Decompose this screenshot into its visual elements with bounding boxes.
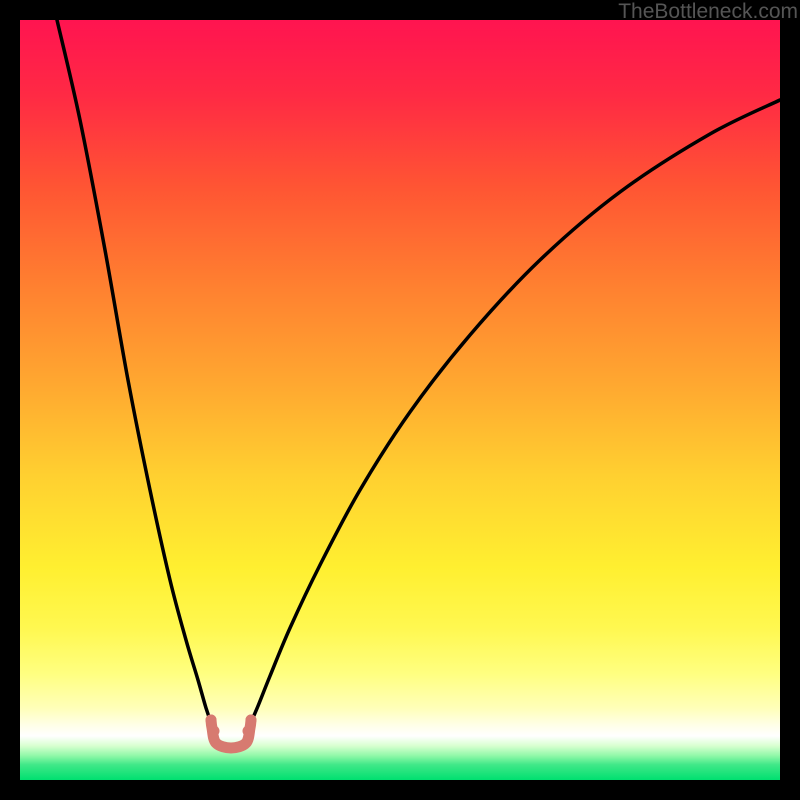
bottleneck-chart	[20, 20, 780, 780]
chart-background	[20, 20, 780, 780]
watermark-text: TheBottleneck.com	[618, 0, 798, 24]
